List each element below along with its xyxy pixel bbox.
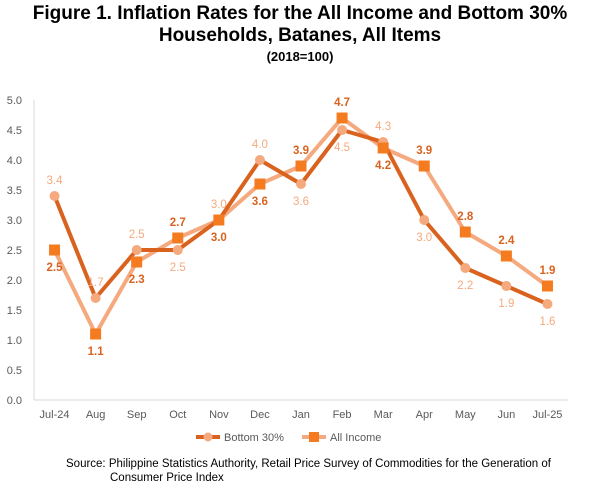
data-label-all-income: 2.3 xyxy=(129,274,145,286)
x-tick-label: Feb xyxy=(333,409,352,421)
point-all-income xyxy=(131,256,143,268)
x-tick-label: Oct xyxy=(169,409,186,421)
legend-label-bottom-30: Bottom 30% xyxy=(224,432,284,444)
point-bottom-30 xyxy=(90,293,101,303)
data-label-all-income: 3.9 xyxy=(293,145,309,157)
point-all-income xyxy=(172,232,184,244)
y-tick-label: 1.0 xyxy=(7,335,22,347)
data-label-all-income: 2.8 xyxy=(457,211,474,223)
y-tick-label: 5.0 xyxy=(7,95,22,107)
point-bottom-30 xyxy=(131,245,142,255)
point-bottom-30 xyxy=(460,263,471,273)
data-label-all-income: 2.4 xyxy=(498,235,515,247)
point-bottom-30 xyxy=(542,299,553,309)
point-all-income xyxy=(418,160,430,172)
point-all-income xyxy=(254,178,266,190)
data-label-bottom-30: 1.7 xyxy=(88,277,104,289)
point-all-income xyxy=(90,328,102,340)
point-all-income xyxy=(295,160,307,172)
data-label-bottom-30: 2.5 xyxy=(129,229,145,241)
point-bottom-30 xyxy=(254,155,265,165)
data-label-bottom-30: 2.5 xyxy=(170,262,186,274)
legend-label-all-income: All Income xyxy=(330,432,381,444)
data-label-all-income: 1.9 xyxy=(539,265,555,277)
chart-title-line1: Figure 1. Inflation Rates for the All In… xyxy=(32,3,568,24)
source-line1: Source: Philippine Statistics Authority,… xyxy=(66,458,551,470)
point-bottom-30 xyxy=(337,125,348,135)
source-note: Source: Philippine Statistics Authority,… xyxy=(66,457,596,485)
data-label-bottom-30: 4.5 xyxy=(334,142,350,154)
data-label-all-income: 2.7 xyxy=(170,217,186,229)
y-tick-label: 0.0 xyxy=(7,395,22,407)
data-label-all-income: 3.9 xyxy=(416,145,432,157)
chart-subtitle: (2018=100) xyxy=(266,49,334,64)
data-label-all-income: 1.1 xyxy=(88,346,105,358)
x-tick-label: Jul-24 xyxy=(40,409,70,421)
point-all-income xyxy=(541,280,553,292)
y-tick-label: 2.5 xyxy=(7,245,22,257)
data-label-bottom-30: 1.6 xyxy=(539,316,555,328)
data-label-all-income: 3.6 xyxy=(252,196,268,208)
point-all-income xyxy=(49,244,61,256)
legend-marker-bottom-30 xyxy=(203,432,213,442)
legend-marker-all-income xyxy=(309,432,319,442)
y-tick-label: 2.0 xyxy=(7,275,22,287)
point-bottom-30 xyxy=(172,245,183,255)
y-tick-label: 4.0 xyxy=(7,155,22,167)
point-all-income xyxy=(213,214,225,226)
y-tick-label: 3.0 xyxy=(7,215,22,227)
x-tick-label: Jan xyxy=(292,409,310,421)
data-label-bottom-30: 3.0 xyxy=(211,199,227,211)
y-tick-label: 0.5 xyxy=(7,365,22,377)
point-bottom-30 xyxy=(501,281,512,291)
x-tick-label: Apr xyxy=(416,409,433,421)
point-all-income xyxy=(336,112,348,124)
y-tick-label: 1.5 xyxy=(7,305,22,317)
data-label-all-income: 2.5 xyxy=(47,262,64,274)
data-label-bottom-30: 3.6 xyxy=(293,196,309,208)
data-label-all-income: 4.7 xyxy=(334,97,350,109)
source-line2: Consumer Price Index xyxy=(110,472,224,484)
point-bottom-30 xyxy=(419,215,430,225)
y-tick-label: 3.5 xyxy=(7,185,22,197)
x-tick-label: Sep xyxy=(127,409,147,421)
x-tick-label: Jun xyxy=(498,409,516,421)
data-label-bottom-30: 4.0 xyxy=(252,139,268,151)
data-label-all-income: 4.2 xyxy=(375,160,391,172)
x-tick-label: Nov xyxy=(209,409,229,421)
data-label-all-income: 3.0 xyxy=(211,232,227,244)
chart-title-line2: Households, Batanes, All Items xyxy=(158,25,442,46)
y-tick-label: 4.5 xyxy=(7,125,22,137)
x-tick-label: Mar xyxy=(374,409,393,421)
point-all-income xyxy=(459,226,471,238)
x-tick-label: May xyxy=(455,409,476,421)
point-bottom-30 xyxy=(296,179,306,189)
data-label-bottom-30: 4.3 xyxy=(375,121,391,133)
data-label-bottom-30: 3.0 xyxy=(416,232,432,244)
x-tick-label: Jul-25 xyxy=(532,409,562,421)
data-label-bottom-30: 1.9 xyxy=(498,298,514,310)
data-label-bottom-30: 2.2 xyxy=(457,280,473,292)
point-all-income xyxy=(377,142,389,154)
x-tick-label: Dec xyxy=(250,409,270,421)
point-all-income xyxy=(500,250,512,262)
x-tick-label: Aug xyxy=(86,409,106,421)
data-label-bottom-30: 3.4 xyxy=(47,175,64,187)
point-bottom-30 xyxy=(49,191,60,201)
